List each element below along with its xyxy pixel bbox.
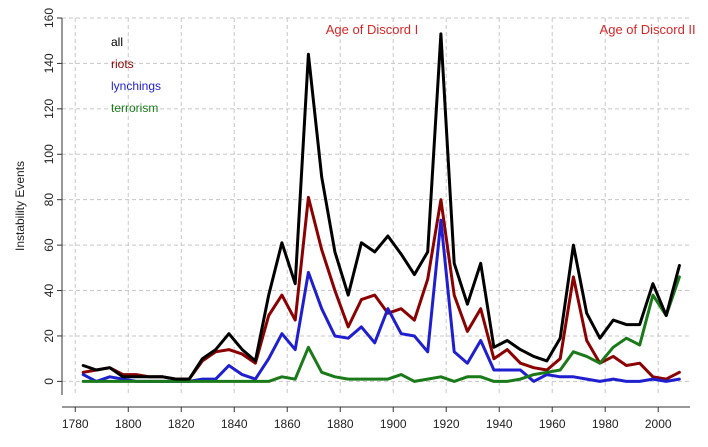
y-tick-label: 80	[42, 193, 56, 207]
legend-entry-riots: riots	[111, 57, 134, 71]
y-tick-label: 140	[42, 53, 56, 73]
y-axis-title: Instability Events	[13, 161, 27, 251]
series-line-terrorism	[81, 275, 681, 383]
axes	[57, 17, 690, 412]
x-tick-label: 1980	[592, 417, 619, 431]
series-line-all	[81, 32, 681, 381]
x-tick-label: 1960	[539, 417, 566, 431]
legend-entry-terrorism: terrorism	[111, 101, 158, 115]
tick-labels: 0 20 40 60 80 100 120 140 160 1780 1800 1820 1840 186…	[42, 8, 672, 431]
y-tick-label: 20	[42, 329, 56, 343]
y-tick-label: 100	[42, 144, 56, 164]
y-tick-label: 120	[42, 99, 56, 119]
x-tick-label: 1820	[168, 417, 195, 431]
y-tick-label: 0	[42, 378, 56, 385]
x-tick-label: 1780	[62, 417, 89, 431]
x-tick-label: 1900	[380, 417, 407, 431]
y-tick-label: 40	[42, 284, 56, 298]
x-tick-label: 1860	[274, 417, 301, 431]
y-tick-label: 160	[42, 8, 56, 28]
legend-entry-all: all	[111, 35, 123, 49]
x-tick-label: 1880	[327, 417, 354, 431]
annotation-age-of-discord-1: Age of Discord I	[326, 22, 419, 37]
x-tick-label: 1840	[221, 417, 248, 431]
annotation-age-of-discord-2: Age of Discord II	[600, 22, 696, 37]
series-line-riots	[81, 195, 681, 381]
legend: all riots lynchings terrorism	[111, 35, 161, 115]
x-tick-label: 1920	[433, 417, 460, 431]
x-tick-label: 2000	[645, 417, 672, 431]
series-lines	[81, 32, 681, 383]
x-tick-label: 1800	[115, 417, 142, 431]
x-tick-label: 1940	[486, 417, 513, 431]
annotations: Age of Discord I Age of Discord II	[326, 22, 696, 37]
legend-entry-lynchings: lynchings	[111, 79, 161, 93]
y-tick-label: 60	[42, 238, 56, 252]
